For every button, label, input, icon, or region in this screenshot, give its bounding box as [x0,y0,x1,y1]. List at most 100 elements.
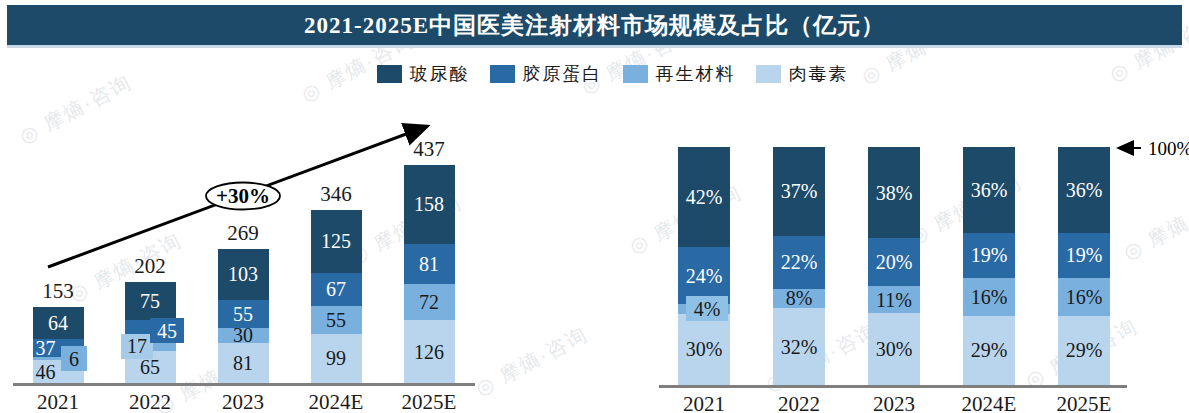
bar-segment-callout-label: 17 [121,334,153,359]
x-axis-label: 2022 [749,392,849,413]
bar-segment-label: 64 [48,313,68,333]
bar-segment-肉毒素: 32% [773,308,825,385]
bar-segment-胶原蛋白: 67 [311,273,362,307]
x-axis-label: 2025E [1034,392,1134,413]
legend-label: 肉毒素 [789,62,849,86]
bar-segment-再生材料: 16% [963,278,1015,316]
bar-segment-label: 30% [876,339,913,359]
bar-segment-玻尿酸: 42% [678,147,730,247]
bar-total-label: 437 [384,137,474,161]
x-axis-label: 2021 [8,390,108,413]
bar-segment-label: 11% [876,290,912,310]
bar-segment-label: 126 [414,342,444,362]
bar-segment-玻尿酸: 37% [773,147,825,236]
bar-segment-胶原蛋白: 19% [1058,233,1110,278]
bar-segment-label: 24% [686,266,723,286]
bar-segment-胶原蛋白: 22% [773,236,825,289]
bar-total-label: 153 [13,279,103,303]
left-chart-axis-line [13,383,475,386]
bar-segment-label: 16% [1066,287,1103,307]
bar-segment-label: 36% [1066,180,1103,200]
bar-segment-label: 19% [1066,245,1103,265]
bar-segment-label: 72 [419,292,439,312]
bar-segment-label: 37 [36,338,56,358]
bar-segment-玻尿酸: 158 [404,165,455,244]
legend-label: 再生材料 [656,62,736,86]
bar-segment-再生材料: 72 [404,284,455,320]
bar-total-label: 269 [198,221,288,245]
bar-segment-label: 75 [140,291,160,311]
bar-segment-再生材料: 16% [1058,278,1110,316]
bar-segment-肉毒素: 29% [1058,316,1110,385]
right-chart-axis-line [659,385,1127,388]
bar-segment-label: 8% [786,288,813,308]
chart-title: 2021-2025E中国医美注射材料市场规模及占比（亿元） [304,10,885,41]
bar-segment-label: 30% [686,339,723,359]
bar-segment-label: 46 [36,362,56,382]
bar-segment-label: 32% [781,337,818,357]
x-axis-label: 2022 [100,390,200,413]
bar-segment-再生材料: 55 [311,306,362,334]
bar-total-label: 346 [291,182,381,206]
bar-segment-再生材料: 11% [868,286,920,312]
bar-segment-label: 55 [233,304,253,324]
bar-segment-肉毒素: 99 [311,334,362,384]
legend-item-胶原蛋白: 胶原蛋白 [490,62,603,86]
bar-segment-label: 99 [326,348,346,368]
bar-segment-label: 16% [971,287,1008,307]
bar-segment-label: 29% [971,340,1008,360]
bar-segment-callout-label: 4% [686,296,728,321]
bar-segment-label: 20% [876,252,913,272]
legend-item-再生材料: 再生材料 [623,62,736,86]
x-axis-label: 2021 [654,392,754,413]
bar-segment-label: 103 [228,264,258,284]
bar-segment-玻尿酸: 125 [311,210,362,273]
bar-segment-label: 30 [233,325,253,345]
bar-segment-label: 55 [326,310,346,330]
bar-segment-label: 38% [876,183,913,203]
bar-segment-玻尿酸: 38% [868,147,920,238]
bar-segment-label: 81 [233,353,253,373]
legend-label: 胶原蛋白 [523,62,603,86]
x-axis-label: 2025E [379,390,479,413]
legend-item-肉毒素: 肉毒素 [756,62,849,86]
bar-segment-胶原蛋白: 81 [404,244,455,285]
bar-segment-肉毒素: 30% [678,314,730,385]
bar-segment-再生材料: 30 [218,328,269,343]
bar-total-label: 202 [105,254,195,278]
bar-segment-label: 19% [971,245,1008,265]
bar-segment-肉毒素: 126 [404,320,455,383]
x-axis-label: 2023 [193,390,293,413]
legend-swatch [756,65,781,83]
legend-swatch [377,65,402,83]
bar-segment-玻尿酸: 36% [963,147,1015,233]
bar-segment-callout-label: 45 [150,318,184,343]
bar-segment-肉毒素: 29% [963,316,1015,385]
bar-segment-玻尿酸: 64 [33,307,84,339]
bar-segment-胶原蛋白: 20% [868,238,920,286]
bar-segment-label: 125 [321,231,351,251]
bar-segment-label: 81 [419,254,439,274]
bar-segment-label: 158 [414,194,444,214]
bar-segment-再生材料: 8% [773,289,825,308]
x-axis-label: 2023 [844,392,944,413]
legend-label: 玻尿酸 [410,62,470,86]
legend-swatch [623,65,648,83]
title-banner: 2021-2025E中国医美注射材料市场规模及占比（亿元） [7,5,1182,48]
bar-segment-label: 67 [326,279,346,299]
bar-segment-玻尿酸: 36% [1058,147,1110,233]
bar-segment-label: 22% [781,252,818,272]
bar-segment-肉毒素: 81 [218,343,269,384]
bar-segment-肉毒素: 30% [868,313,920,385]
bar-segment-label: 29% [1066,340,1103,360]
x-axis-label: 2024E [939,392,1039,413]
x-axis-label: 2024E [286,390,386,413]
bar-segment-label: 36% [971,180,1008,200]
bar-segment-玻尿酸: 103 [218,249,269,301]
bar-segment-label: 42% [686,187,723,207]
bar-segment-玻尿酸: 75 [125,282,176,320]
bar-segment-label: 37% [781,181,818,201]
chart-screenshot: ◎ 摩熵·咨询◎ 摩熵·咨询◎ 摩熵·咨询◎ 摩熵·咨询◎ 摩熵·咨询◎ 摩熵·… [0,0,1189,413]
bar-segment-label: 65 [140,357,160,377]
legend-item-玻尿酸: 玻尿酸 [377,62,470,86]
